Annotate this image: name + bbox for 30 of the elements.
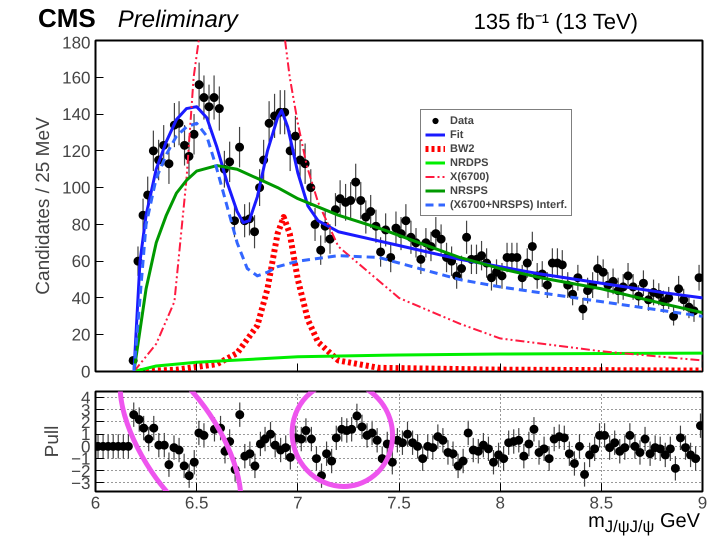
legend-label: (X6700+NRSPS) Interf. xyxy=(450,198,568,211)
text: Preliminary xyxy=(118,4,238,35)
legend-label: NRDPS xyxy=(450,156,489,169)
text: CMS xyxy=(38,3,96,33)
x-axis-title: m$_{J/ψJ/ψ}$ GeV xyxy=(587,510,700,537)
legend-label: NRSPS xyxy=(450,184,488,197)
y-axis-title: Pull xyxy=(42,426,64,458)
y-tick-label: 120 xyxy=(62,142,91,161)
x-tick-label: 6 xyxy=(90,494,100,512)
x-tick-label: 7.5 xyxy=(387,494,411,512)
y-tick-label: 100 xyxy=(62,178,91,198)
y-axis-title: Candidates / 25 MeV xyxy=(33,116,54,295)
x-tick-label: 7 xyxy=(293,494,303,512)
y-tick-label: 20 xyxy=(72,326,91,345)
y-tick-label: 80 xyxy=(72,215,91,234)
x-tick-label: 9 xyxy=(698,494,708,512)
text: 135 fb⁻¹ (13 TeV) xyxy=(474,8,638,36)
x-tick-label: 6.5 xyxy=(184,494,208,512)
y-tick-label: 0 xyxy=(81,362,91,382)
legend-label: BW2 xyxy=(450,142,474,155)
x-tick-label: 8.5 xyxy=(590,494,614,512)
y-tick-label: 140 xyxy=(62,105,91,124)
legend-label: Data xyxy=(450,114,474,127)
y-tick-label: 160 xyxy=(62,68,91,88)
y-tick-label: 40 xyxy=(72,288,91,308)
y-tick-label: 180 xyxy=(62,34,91,52)
legend-label: Fit xyxy=(450,128,464,141)
y-tick-label: 60 xyxy=(72,252,91,272)
legend-label: X(6700) xyxy=(450,170,490,183)
x-tick-label: 8 xyxy=(495,494,505,512)
